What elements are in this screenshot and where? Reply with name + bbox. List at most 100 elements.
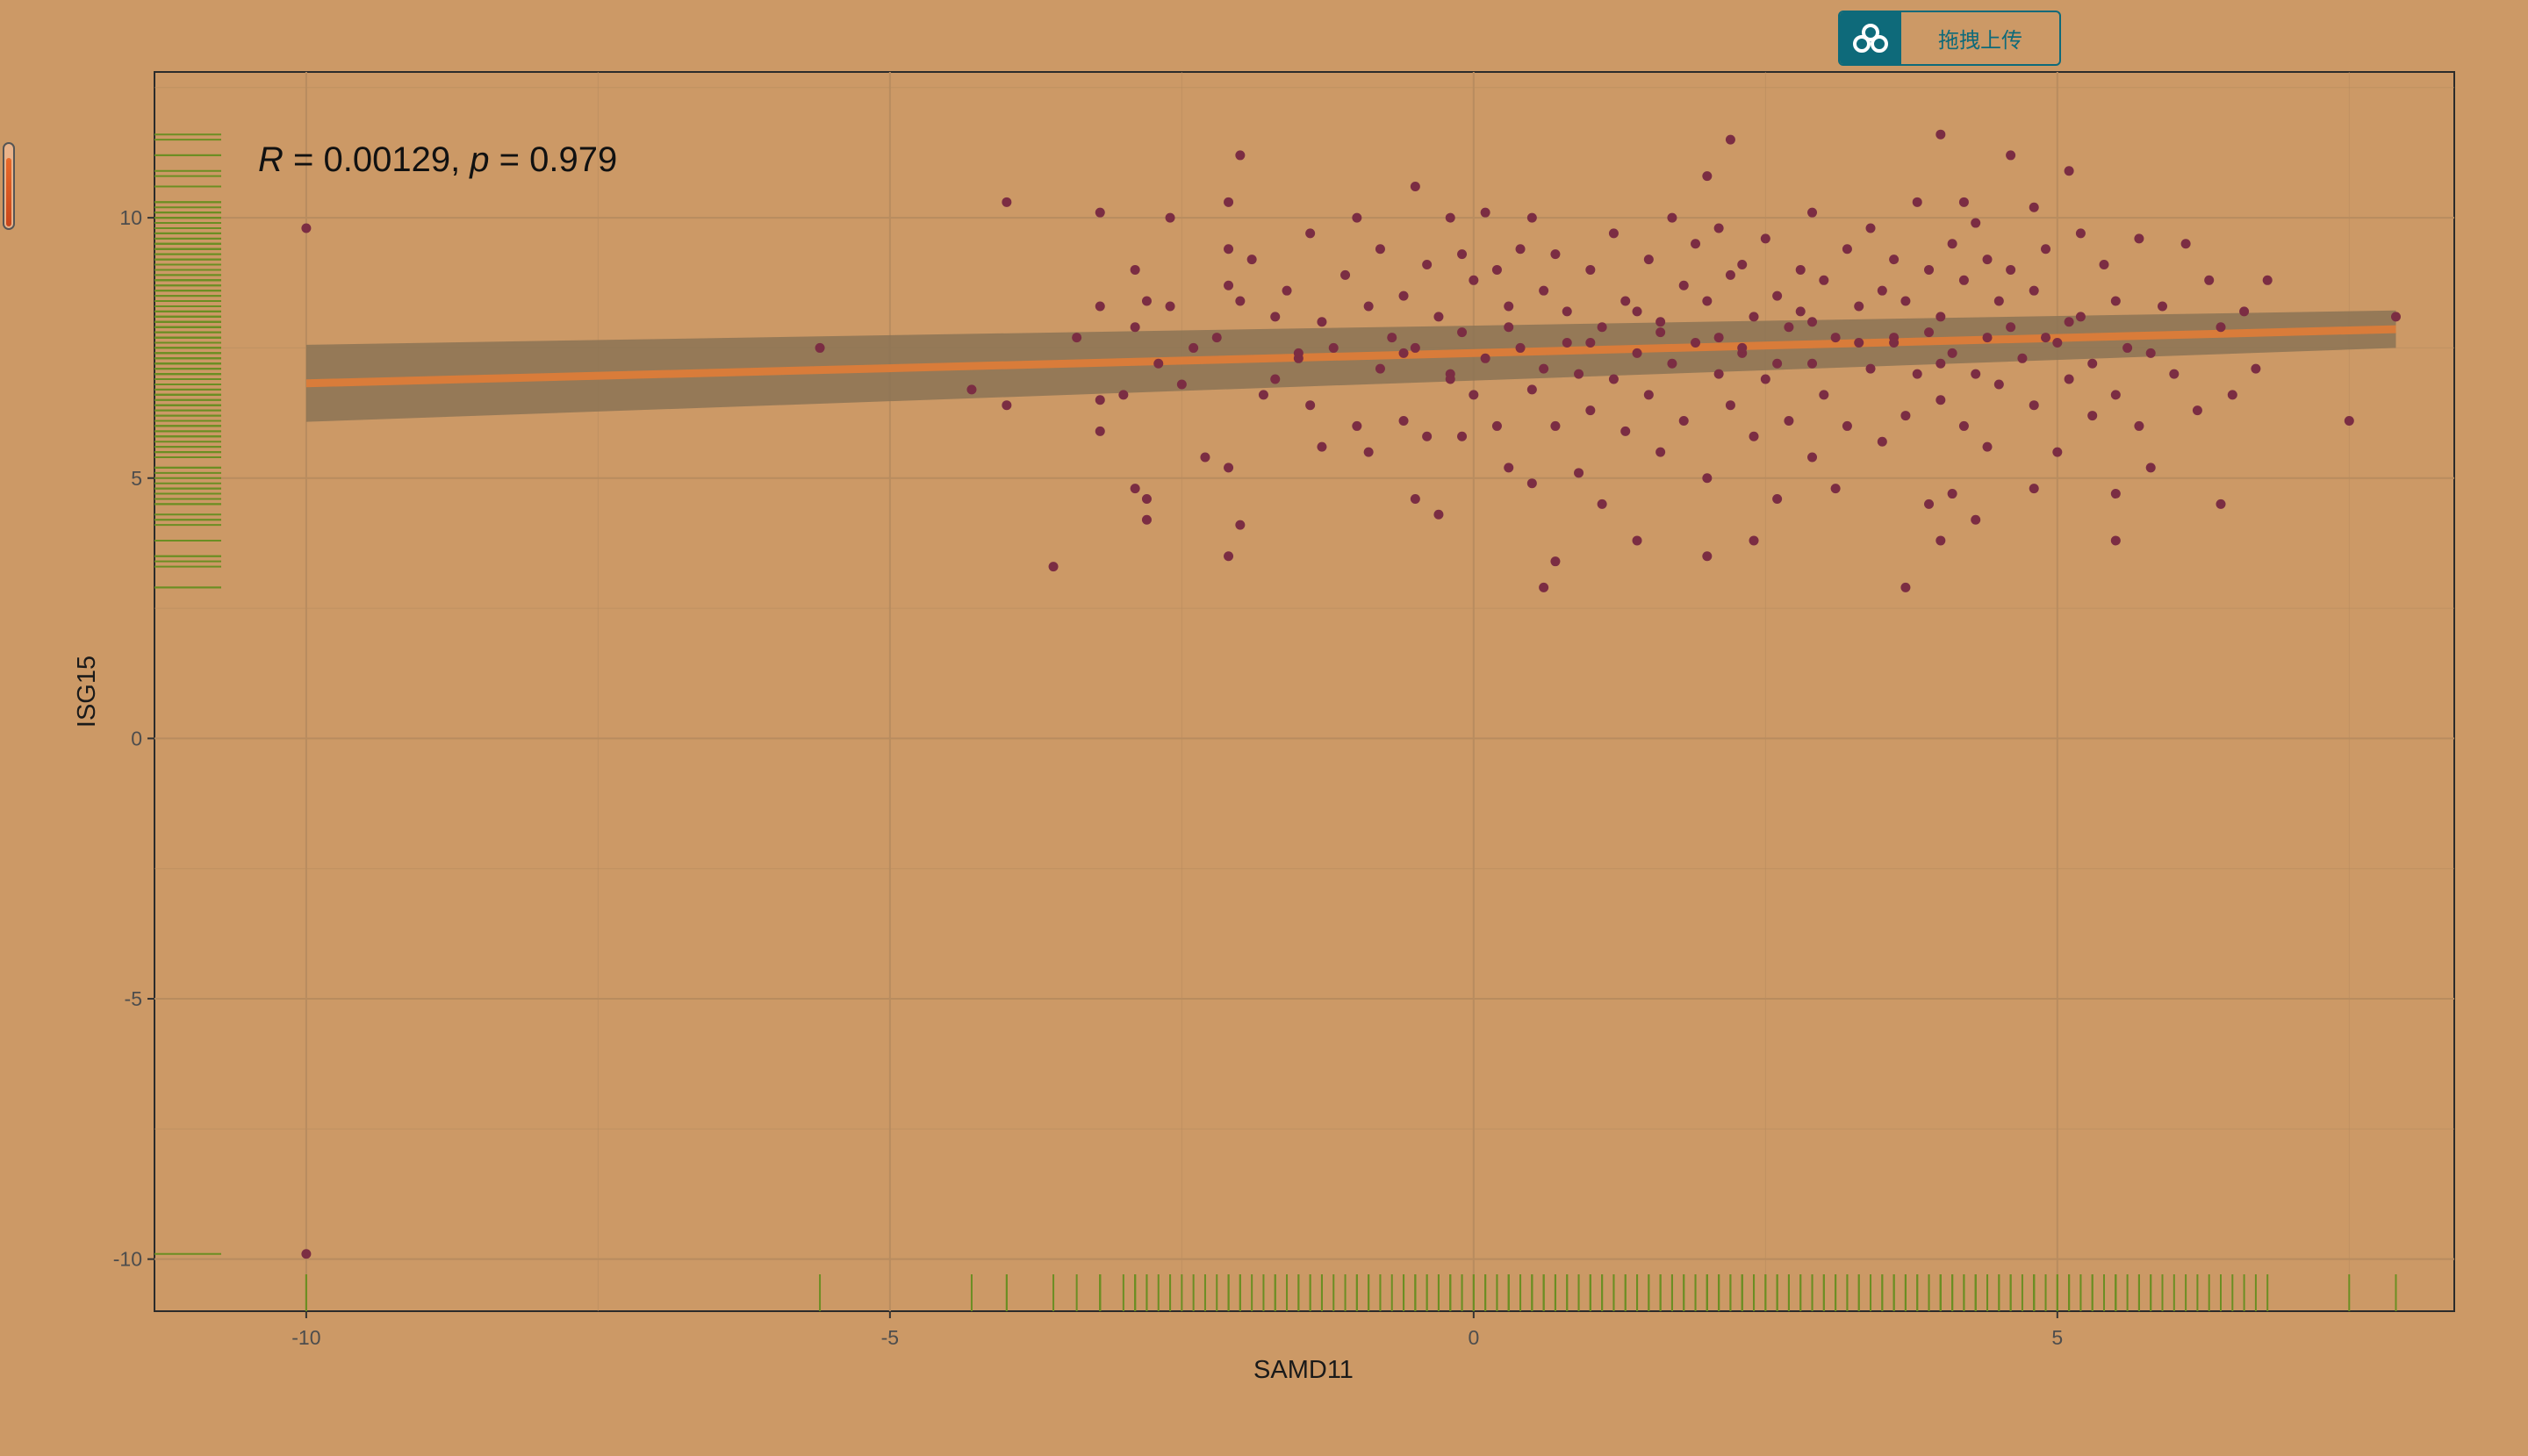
data-point: [1224, 551, 1234, 562]
x-tick-label: -10: [291, 1326, 320, 1349]
data-point: [1410, 342, 1420, 353]
data-point: [2216, 322, 2226, 333]
data-point: [1749, 431, 1759, 441]
data-point: [1258, 390, 1268, 400]
data-point: [301, 1249, 312, 1259]
data-point: [1947, 348, 1957, 358]
data-point: [1830, 333, 1841, 343]
data-point: [1433, 509, 1444, 520]
data-point: [1597, 498, 1607, 509]
data-point: [1760, 233, 1770, 244]
data-point: [1363, 447, 1374, 457]
data-point: [2192, 405, 2202, 416]
upload-button-label: 拖拽上传: [1938, 28, 2022, 53]
data-point: [2029, 484, 2039, 494]
data-point: [1363, 301, 1374, 312]
data-point: [1235, 520, 1246, 530]
y-tick-label: -10: [113, 1248, 142, 1271]
data-point: [1189, 342, 1199, 353]
data-point: [1865, 363, 1876, 374]
data-point: [1153, 358, 1164, 369]
data-point: [1936, 129, 1946, 140]
data-point: [1784, 415, 1794, 426]
p-symbol: p: [469, 140, 489, 179]
data-point: [1176, 379, 1187, 390]
data-point: [1095, 395, 1105, 405]
data-point: [1504, 301, 1514, 312]
data-point: [1807, 317, 1818, 327]
data-point: [1749, 535, 1759, 546]
data-point: [1900, 296, 1911, 306]
data-point: [1982, 255, 1993, 265]
data-point: [1877, 285, 1887, 296]
data-point: [1539, 582, 1549, 592]
data-point: [1655, 327, 1666, 338]
data-point: [2006, 264, 2016, 275]
data-point: [2006, 150, 2016, 161]
data-point: [1620, 296, 1631, 306]
data-point: [1352, 420, 1362, 431]
data-point: [2064, 374, 2074, 384]
data-point: [1749, 312, 1759, 322]
data-point: [1340, 269, 1351, 280]
data-point: [1900, 582, 1911, 592]
data-point: [1118, 390, 1129, 400]
data-point: [1865, 223, 1876, 233]
data-point: [1982, 333, 1993, 343]
data-point: [1819, 390, 1829, 400]
data-point: [1410, 493, 1420, 504]
data-point: [1877, 436, 1887, 447]
data-point: [1936, 395, 1946, 405]
y-tick-label: 10: [119, 206, 142, 229]
data-point: [2122, 342, 2133, 353]
data-point: [1317, 317, 1327, 327]
data-point: [1562, 338, 1572, 348]
data-point: [1842, 420, 1852, 431]
data-point: [1737, 342, 1748, 353]
data-point: [1072, 333, 1082, 343]
data-point: [1095, 426, 1105, 436]
data-point: [1445, 374, 1455, 384]
data-point: [1807, 207, 1818, 218]
data-point: [2158, 301, 2168, 312]
data-point: [1936, 358, 1946, 369]
data-point: [1550, 556, 1561, 567]
data-point: [1678, 280, 1689, 290]
data-point: [1562, 306, 1572, 317]
x-tick-label: -5: [881, 1326, 899, 1349]
data-point: [1958, 197, 1969, 207]
data-point: [1900, 411, 1911, 421]
data-point: [1141, 493, 1152, 504]
data-point: [1504, 463, 1514, 473]
x-tick-label: 0: [1468, 1326, 1479, 1349]
data-point: [1667, 212, 1677, 223]
data-point: [1772, 358, 1783, 369]
data-point: [1597, 322, 1607, 333]
data-point: [1539, 285, 1549, 296]
data-point: [1398, 348, 1409, 358]
data-point: [1526, 212, 1537, 223]
data-point: [1713, 223, 1724, 233]
data-point: [1200, 452, 1210, 463]
data-point: [1445, 212, 1455, 223]
data-point: [1958, 275, 1969, 285]
data-point: [1924, 498, 1935, 509]
data-point: [2134, 420, 2144, 431]
side-slider-fill: [6, 157, 11, 226]
data-point: [2075, 312, 2086, 322]
data-point: [1550, 420, 1561, 431]
data-point: [2110, 535, 2121, 546]
upload-button[interactable]: 拖拽上传: [1838, 11, 2061, 66]
data-point: [1130, 484, 1140, 494]
data-point: [1480, 353, 1490, 363]
data-point: [1526, 478, 1537, 489]
data-point: [1993, 379, 2004, 390]
data-point: [2251, 363, 2261, 374]
data-point: [2145, 463, 2156, 473]
data-point: [1830, 484, 1841, 494]
side-level-slider[interactable]: [3, 142, 15, 230]
data-point: [1317, 441, 1327, 452]
data-point: [2041, 333, 2051, 343]
data-point: [1574, 468, 1584, 478]
data-point: [1387, 333, 1397, 343]
